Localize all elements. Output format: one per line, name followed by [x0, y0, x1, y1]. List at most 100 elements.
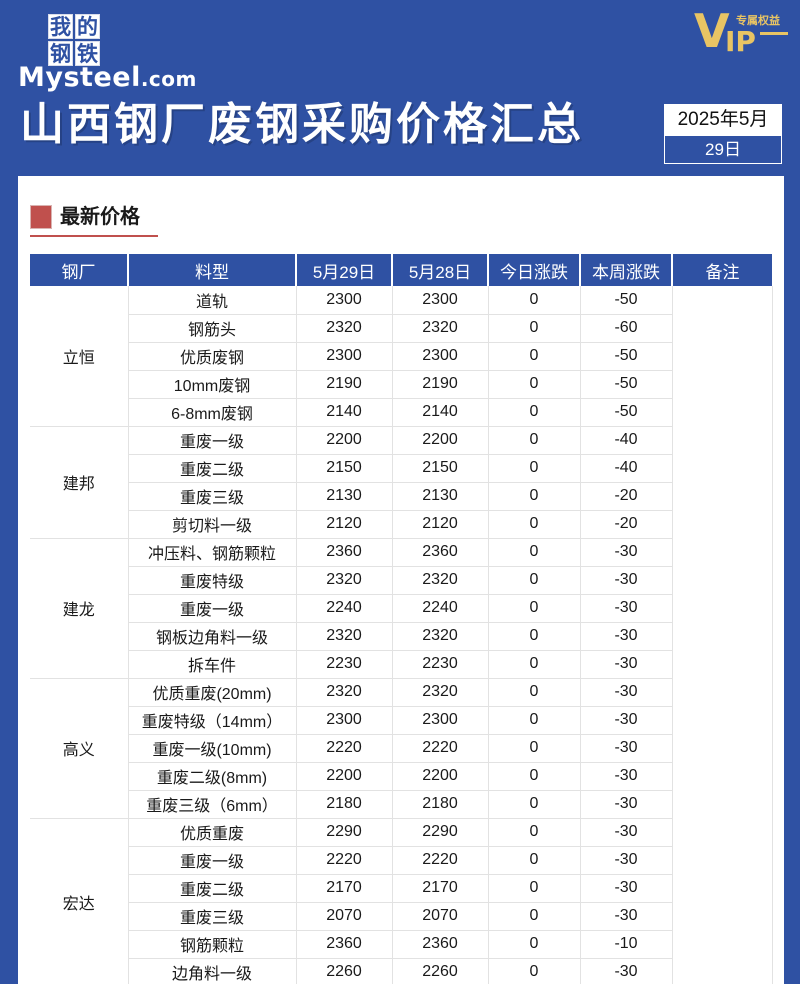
left-blue-border [0, 176, 18, 984]
table-row: 重废一级 2220 2220 0 -30 [30, 846, 772, 875]
logo-chinese-blocks: 我 的 钢 铁 [48, 14, 100, 66]
cell-material-type: 优质重废(20mm) [128, 677, 297, 707]
cell-price-prev: 2150 [392, 454, 489, 483]
col-header-date-1: 5月29日 [295, 254, 393, 286]
cell-material-type: 钢筋头 [128, 314, 297, 343]
vip-ip-letters: IP [725, 25, 756, 58]
vip-v-letter: V [694, 4, 730, 58]
cell-change-today: 0 [488, 425, 581, 455]
table-row: 重废二级(8mm) 2200 2200 0 -30 [30, 762, 772, 791]
cell-material-type: 钢板边角料一级 [128, 622, 297, 651]
cell-price-today: 2300 [296, 286, 393, 315]
col-header-today: 今日涨跌 [487, 254, 581, 286]
cell-change-week: -30 [580, 846, 673, 875]
cell-material-type: 重废二级 [128, 874, 297, 903]
cell-change-today: 0 [488, 454, 581, 483]
table-row: 重废一级(10mm) 2220 2220 0 -30 [30, 734, 772, 763]
section-marker-square [30, 205, 52, 229]
cell-price-today: 2120 [296, 510, 393, 539]
cell-price-prev: 2180 [392, 790, 489, 819]
cell-change-week: -40 [580, 425, 673, 455]
cell-change-today: 0 [488, 537, 581, 567]
cell-material-type: 优质重废 [128, 817, 297, 847]
cell-change-today: 0 [488, 762, 581, 791]
logo-char-de: 的 [75, 14, 100, 39]
cell-price-prev: 2200 [392, 425, 489, 455]
cell-change-week: -50 [580, 398, 673, 427]
cell-material-type: 拆车件 [128, 650, 297, 679]
cell-mill: 建龙 [30, 537, 129, 679]
table-row: 钢筋头 2320 2320 0 -60 [30, 314, 772, 343]
table-row: 立恒 道轨 2300 2300 0 -50 [30, 286, 773, 984]
logo-char-gang: 钢 [48, 41, 73, 66]
col-header-date-2: 5月28日 [391, 254, 489, 286]
cell-price-today: 2320 [296, 677, 393, 707]
cell-material-type: 重废三级（6mm） [128, 790, 297, 819]
cell-price-today: 2200 [296, 425, 393, 455]
cell-change-week: -30 [580, 706, 673, 735]
cell-price-prev: 2190 [392, 370, 489, 399]
cell-change-today: 0 [488, 706, 581, 735]
cell-mill: 高义 [30, 677, 129, 819]
cell-price-prev: 2240 [392, 594, 489, 623]
cell-price-prev: 2300 [392, 706, 489, 735]
cell-material-type: 优质废钢 [128, 342, 297, 371]
cell-price-today: 2130 [296, 482, 393, 511]
cell-price-today: 2190 [296, 370, 393, 399]
cell-material-type: 剪切料一级 [128, 510, 297, 539]
cell-change-today: 0 [488, 482, 581, 511]
cell-price-today: 2240 [296, 594, 393, 623]
cell-mill: 宏达 [30, 817, 129, 984]
cell-change-today: 0 [488, 902, 581, 931]
table-row: 优质废钢 2300 2300 0 -50 [30, 342, 772, 371]
cell-price-today: 2200 [296, 762, 393, 791]
cell-change-today: 0 [488, 510, 581, 539]
cell-material-type: 重废二级 [128, 454, 297, 483]
cell-price-today: 2360 [296, 930, 393, 959]
cell-price-today: 2150 [296, 454, 393, 483]
cell-change-week: -40 [580, 454, 673, 483]
cell-price-prev: 2290 [392, 817, 489, 847]
cell-change-today: 0 [488, 594, 581, 623]
cell-material-type: 重废一级 [128, 425, 297, 455]
cell-change-week: -30 [580, 622, 673, 651]
right-blue-border [784, 176, 800, 984]
table-row: 建邦 重废一级 2200 2200 0 -40 [30, 425, 772, 539]
cell-change-week: -30 [580, 734, 673, 763]
table-row: 10mm废钢 2190 2190 0 -50 [30, 370, 772, 399]
cell-change-week: -30 [580, 594, 673, 623]
cell-change-week: -30 [580, 958, 673, 984]
col-header-mill: 钢厂 [30, 254, 129, 286]
cell-price-prev: 2070 [392, 902, 489, 931]
cell-change-week: -50 [580, 342, 673, 371]
cell-change-today: 0 [488, 342, 581, 371]
cell-change-week: -30 [580, 762, 673, 791]
cell-price-prev: 2320 [392, 566, 489, 595]
cell-change-today: 0 [488, 650, 581, 679]
table-row: 重废一级 2240 2240 0 -30 [30, 594, 772, 623]
cell-change-week: -30 [580, 537, 673, 567]
table-header-row: 钢厂 料型 5月29日 5月28日 今日涨跌 本周涨跌 备注 [30, 254, 772, 286]
cell-price-prev: 2360 [392, 930, 489, 959]
table-row: 重废特级（14mm） 2300 2300 0 -30 [30, 706, 772, 735]
cell-price-today: 2220 [296, 734, 393, 763]
table-row: 重废三级 2130 2130 0 -20 [30, 482, 772, 511]
cell-change-today: 0 [488, 677, 581, 707]
cell-price-today: 2230 [296, 650, 393, 679]
report-date-day: 29日 [665, 135, 781, 163]
section-underline [30, 235, 158, 237]
logo-char-wo: 我 [48, 14, 73, 39]
cell-change-week: -20 [580, 482, 673, 511]
table-row: 6-8mm废钢 2140 2140 0 -50 [30, 398, 772, 427]
cell-price-prev: 2200 [392, 762, 489, 791]
vip-tagline: 专属权益 [736, 15, 780, 27]
cell-material-type: 6-8mm废钢 [128, 398, 297, 427]
cell-price-today: 2360 [296, 537, 393, 567]
table-row: 重废特级 2320 2320 0 -30 [30, 566, 772, 595]
cell-material-type: 重废一级(10mm) [128, 734, 297, 763]
mysteel-logo: 我 的 钢 铁 Mysteel.com [18, 14, 196, 93]
cell-change-week: -50 [580, 370, 673, 399]
cell-material-type: 重废特级（14mm） [128, 706, 297, 735]
cell-material-type: 重废二级(8mm) [128, 762, 297, 791]
cell-material-type: 重废三级 [128, 902, 297, 931]
